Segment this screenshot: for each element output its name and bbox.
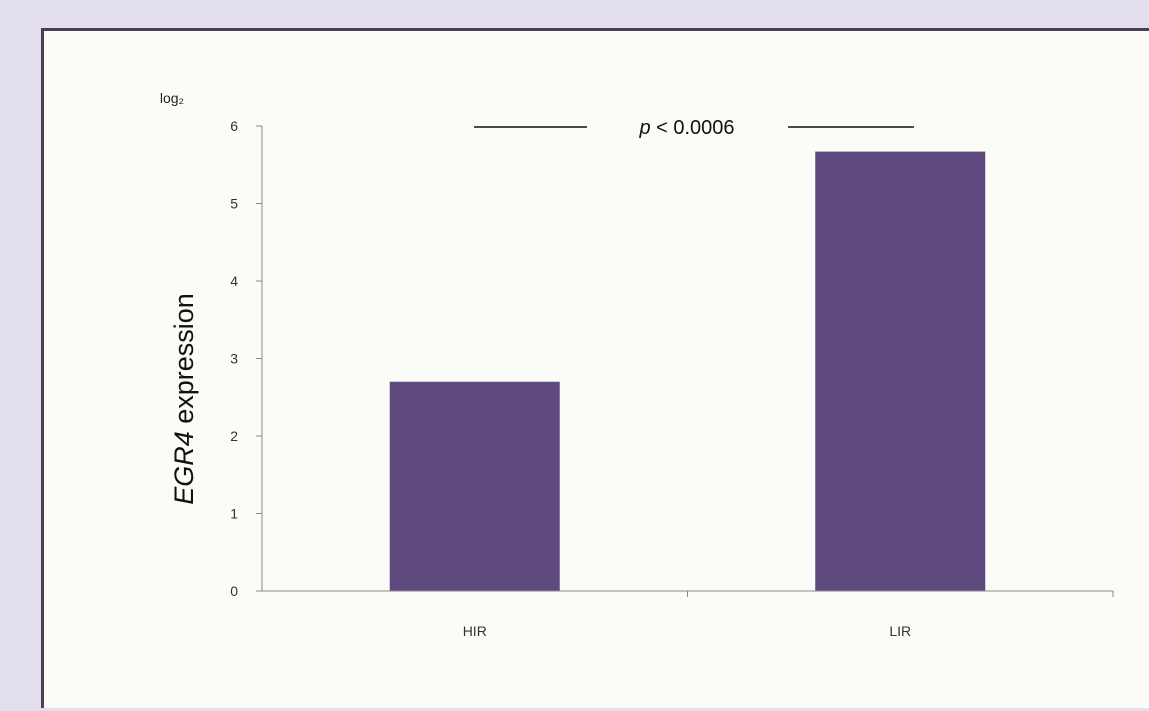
x-category-label: LIR: [889, 623, 911, 639]
y-axis-label-text: expression: [169, 293, 199, 431]
p-value-symbol: p: [638, 117, 650, 139]
y-tick-label: 5: [230, 196, 238, 212]
y-axis-unit: log₂: [160, 90, 184, 106]
significance-annotation: p < 0.0006: [474, 117, 914, 139]
x-axis-labels: HIR LIR: [463, 591, 1114, 639]
p-value-label: p < 0.0006: [638, 117, 734, 139]
svg-text:EGR4 expression: EGR4 expression: [169, 293, 199, 505]
y-axis-label-gene: EGR4: [169, 431, 199, 505]
bars: [389, 151, 986, 591]
y-axis-label: EGR4 expression: [169, 293, 199, 505]
bar-hir: [389, 381, 560, 591]
y-tick-label: 2: [230, 428, 238, 444]
y-tick-label: 6: [230, 118, 238, 134]
y-tick-label: 3: [230, 351, 238, 367]
x-category-label: HIR: [463, 623, 487, 639]
y-tick-label: 0: [230, 583, 238, 599]
y-tick-label: 4: [230, 273, 238, 289]
p-value-text: < 0.0006: [651, 117, 735, 139]
y-axis-ticks: 0 1 2 3 4 5 6: [230, 118, 262, 599]
bar-lir: [815, 151, 986, 591]
bar-chart: EGR4 expression log₂ p < 0.0006 0123456 …: [160, 90, 1114, 639]
y-tick-label: 1: [230, 506, 238, 522]
